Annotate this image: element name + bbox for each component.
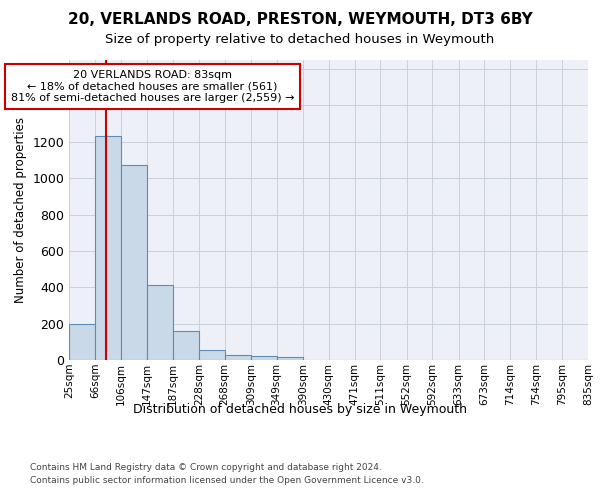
Text: Distribution of detached houses by size in Weymouth: Distribution of detached houses by size …	[133, 402, 467, 415]
Bar	[199, 350, 224, 360]
Bar	[173, 331, 199, 360]
Bar	[69, 324, 95, 360]
Text: Contains HM Land Registry data © Crown copyright and database right 2024.: Contains HM Land Registry data © Crown c…	[30, 462, 382, 471]
Bar	[251, 356, 277, 360]
Bar	[147, 286, 173, 360]
Y-axis label: Number of detached properties: Number of detached properties	[14, 117, 27, 303]
Text: 20, VERLANDS ROAD, PRESTON, WEYMOUTH, DT3 6BY: 20, VERLANDS ROAD, PRESTON, WEYMOUTH, DT…	[68, 12, 532, 28]
Text: 20 VERLANDS ROAD: 83sqm
← 18% of detached houses are smaller (561)
81% of semi-d: 20 VERLANDS ROAD: 83sqm ← 18% of detache…	[11, 70, 294, 103]
Text: Size of property relative to detached houses in Weymouth: Size of property relative to detached ho…	[106, 32, 494, 46]
Bar	[224, 356, 251, 360]
Bar	[95, 136, 121, 360]
Text: Contains public sector information licensed under the Open Government Licence v3: Contains public sector information licen…	[30, 476, 424, 485]
Bar	[277, 358, 303, 360]
Bar	[121, 164, 147, 360]
